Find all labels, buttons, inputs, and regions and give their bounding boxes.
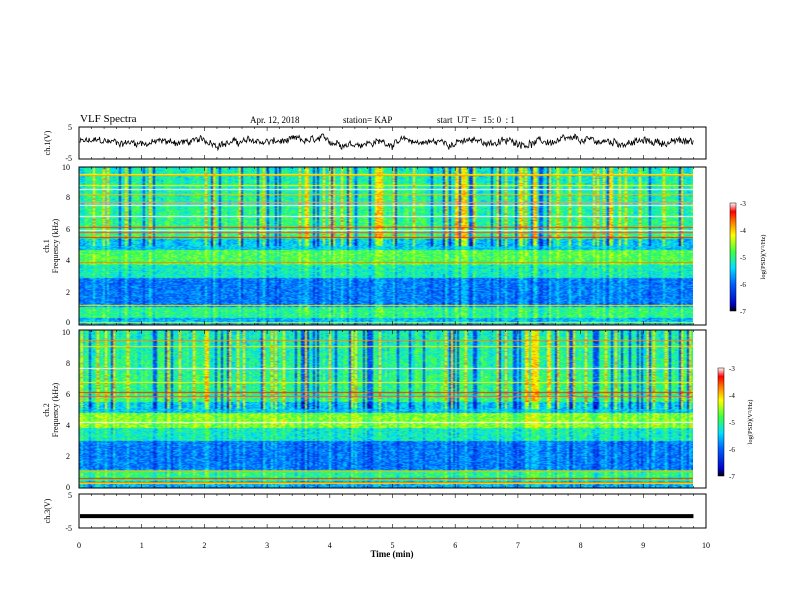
figure-title: VLF Spectra	[80, 113, 137, 125]
x-tick-label: 8	[579, 541, 583, 550]
x-tick-label: 4	[328, 541, 332, 550]
ch1-cb-tick-5: -5	[740, 254, 746, 262]
ch2-cb-tick-7: -7	[729, 473, 735, 481]
ch2-spectrogram-ticks	[78, 330, 707, 488]
station-label: station= KAP	[343, 115, 393, 125]
ch1-colorbar-bar	[729, 202, 737, 312]
ch1-ytick-10: 10	[62, 163, 70, 172]
ch1-ytick-bottom: -5	[65, 154, 72, 163]
date-label: Apr. 12, 2018	[250, 115, 300, 125]
ch1-waveform-ticks	[78, 127, 707, 159]
ch1-cb-tick-3: -3	[740, 200, 746, 208]
x-tick-label: 0	[77, 541, 81, 550]
x-tick-label: 10	[702, 541, 710, 550]
x-tick-label: 5	[391, 541, 395, 550]
ch2-colorbar-bar	[717, 367, 725, 477]
ch1-waveform-panel: 5 -5 ch.1(V)	[43, 123, 707, 163]
x-tick-label: 3	[265, 541, 269, 550]
ch1-waveform-ylabel: ch.1(V)	[43, 130, 52, 155]
ch2-ytick-10: 10	[62, 328, 70, 337]
ch1-ytick-6: 6	[66, 225, 70, 234]
x-tick-label: 2	[202, 541, 206, 550]
ch2-spectrogram-image	[79, 330, 693, 488]
ch3-ytick-top: 5	[68, 491, 72, 500]
ch2-cb-tick-3: -3	[729, 365, 735, 373]
ch1-cb-tick-7: -7	[740, 308, 746, 316]
ch1-waveform-line	[79, 133, 694, 152]
ch1-ytick-8: 8	[66, 193, 70, 202]
ch2-ytick-8: 8	[66, 359, 70, 368]
x-tick-label: 6	[453, 541, 457, 550]
ch3-waveform-ticks	[78, 494, 707, 528]
ch3-waveform-panel: 5 -5 ch.3(V)	[43, 491, 707, 533]
ch2-cb-tick-4: -4	[729, 392, 735, 400]
start-time-label: start UT = 15: 0 : 1	[437, 115, 515, 125]
ch3-waveform-ylabel: ch.3(V)	[43, 498, 52, 523]
x-axis-tick-labels: 0 1 2 3 4 5 6 7 8 9 10	[77, 541, 710, 550]
ch1-ytick-2: 2	[66, 288, 70, 297]
x-tick-label: 1	[140, 541, 144, 550]
ch1-channel-label: ch.1	[42, 239, 51, 253]
ch3-waveform-frame	[78, 493, 707, 529]
ch2-ytick-2: 2	[66, 452, 70, 461]
ch2-cb-tick-6: -6	[729, 446, 735, 454]
ch3-ytick-bottom: -5	[65, 524, 72, 533]
ch2-frequency-ylabel: Frequency (kHz)	[51, 382, 60, 437]
ch1-spectrogram-image	[79, 167, 693, 325]
ch1-spectrogram-panel: 0 2 4 6 8 10 ch.1 Frequency (kHz)	[42, 163, 707, 327]
ch2-ytick-6: 6	[66, 390, 70, 399]
ch2-colorbar: -3 -4 -5 -6 -7 log(PSD)(V²/Hz)	[717, 365, 754, 481]
ch1-cb-tick-4: -4	[740, 227, 746, 235]
ch2-colorbar-label: log(PSD)(V²/Hz)	[747, 400, 754, 445]
ch2-ytick-0: 0	[66, 483, 70, 492]
x-tick-label: 7	[516, 541, 520, 550]
ch1-ytick-top: 5	[68, 123, 72, 132]
ch1-ytick-0: 0	[66, 318, 70, 327]
ch2-spectrogram-panel: 0 2 4 6 8 10 ch.2 Frequency (kHz)	[42, 328, 707, 492]
ch1-colorbar-label: log(PSD)(V²/Hz)	[760, 235, 767, 280]
ch2-channel-label: ch.2	[42, 403, 51, 417]
ch1-cb-tick-6: -6	[740, 281, 746, 289]
ch1-frequency-ylabel: Frequency (kHz)	[51, 218, 60, 273]
x-tick-label: 9	[641, 541, 645, 550]
ch2-ytick-4: 4	[66, 421, 70, 430]
ch1-spectrogram-ticks	[78, 167, 707, 325]
x-axis-label: Time (min)	[370, 549, 413, 559]
ch1-ytick-4: 4	[66, 256, 70, 265]
ch1-colorbar: -3 -4 -5 -6 -7 log(PSD)(V²/Hz)	[729, 200, 767, 316]
ch2-cb-tick-5: -5	[729, 419, 735, 427]
